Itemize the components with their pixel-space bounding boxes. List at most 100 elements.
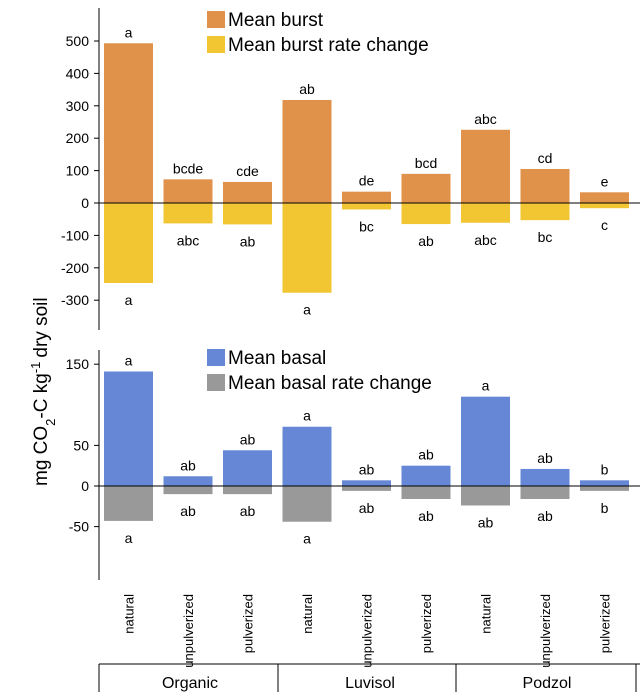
basal-bar-0-7: [520, 468, 570, 486]
basal-bar-1-2: [223, 486, 272, 495]
y-axis-label-sup: -1: [28, 362, 43, 374]
burst-y-tick-label-6: -100: [61, 227, 89, 243]
basal-y-tick-label-3: -50: [69, 519, 89, 535]
burst-bar-0-1: [163, 179, 213, 203]
basal-sig-label-0-2: ab: [240, 431, 256, 447]
basal-y-tick-label-1: 50: [73, 437, 89, 453]
burst-bar-1-2: [223, 203, 272, 225]
burst-bar-0-8: [580, 192, 629, 203]
burst-bar-0-2: [223, 181, 272, 203]
basal-sig-label-1-3: a: [303, 531, 311, 547]
basal-bar-0-2: [223, 450, 272, 486]
basal-sig-label-0-6: a: [482, 378, 490, 394]
burst-y-tick-label-1: 400: [66, 65, 90, 81]
basal-bar-1-6: [461, 486, 510, 506]
group-label-1: Luvisol: [345, 675, 395, 692]
burst-bar-1-8: [580, 203, 629, 209]
basal-bar-1-4: [342, 486, 391, 491]
basal-y-tick-label-2: 0: [81, 478, 89, 494]
basal-sig-label-0-4: ab: [359, 461, 375, 477]
category-label-2: pulverized: [241, 594, 256, 653]
burst-sig-label-1-4: bc: [359, 218, 374, 234]
burst-legend-label-1: Mean burst rate change: [228, 35, 429, 56]
burst-bar-0-4: [342, 191, 391, 203]
basal-legend-swatch-1: [207, 374, 225, 391]
burst-y-tick-label-0: 500: [66, 33, 90, 49]
basal-sig-label-1-4: ab: [359, 500, 375, 516]
category-label-1: unpulverized: [181, 594, 196, 668]
category-label-3: natural: [300, 594, 315, 634]
basal-bar-1-3: [282, 486, 332, 522]
basal-sig-label-1-1: ab: [180, 503, 196, 519]
y-axis-label-part-c: dry soil: [31, 297, 52, 357]
burst-y-tick-label-4: 100: [66, 163, 90, 179]
burst-sig-label-0-7: cd: [538, 150, 553, 166]
burst-y-tick-label-8: -300: [61, 292, 89, 308]
y-axis-label-part-b: -C kg: [31, 373, 52, 418]
category-label-8: pulverized: [598, 594, 613, 653]
basal-sig-label-0-8: b: [601, 461, 609, 477]
category-label-0: natural: [122, 594, 137, 634]
burst-bar-0-5: [401, 173, 451, 203]
basal-bar-1-8: [580, 486, 629, 491]
basal-sig-label-1-5: ab: [418, 508, 434, 524]
burst-bar-1-6: [461, 203, 510, 223]
burst-legend-swatch-1: [207, 36, 225, 53]
basal-sig-label-0-7: ab: [537, 450, 553, 466]
basal-sig-label-1-2: ab: [240, 503, 256, 519]
group-label-2: Podzol: [523, 675, 572, 692]
burst-sig-label-0-2: cde: [236, 163, 259, 179]
basal-sig-label-0-3: a: [303, 408, 311, 424]
basal-sig-label-1-0: a: [125, 530, 133, 546]
category-label-5: pulverized: [419, 594, 434, 653]
burst-sig-label-0-1: bcde: [173, 160, 204, 176]
basal-sig-label-1-7: ab: [537, 508, 553, 524]
basal-bar-0-8: [580, 480, 629, 486]
burst-bar-1-0: [104, 203, 153, 284]
burst-bar-1-5: [401, 203, 451, 225]
burst-bar-0-3: [282, 99, 332, 203]
basal-legend-label-0: Mean basal: [228, 348, 326, 369]
basal-bar-1-5: [401, 486, 451, 499]
burst-y-tick-label-5: 0: [81, 195, 89, 211]
burst-bar-0-7: [520, 168, 570, 203]
burst-sig-label-1-6: abc: [474, 232, 497, 248]
burst-y-tick-label-2: 300: [66, 98, 90, 114]
category-label-7: unpulverized: [538, 594, 553, 668]
basal-bar-0-6: [461, 396, 510, 486]
burst-sig-label-1-3: a: [303, 302, 311, 318]
burst-y-tick-label-3: 200: [66, 130, 90, 146]
burst-legend-label-0: Mean burst: [228, 10, 324, 31]
burst-sig-label-0-4: de: [359, 173, 375, 189]
burst-y-tick-label-7: -200: [61, 260, 89, 276]
y-axis-label-sub: 2: [43, 419, 58, 426]
basal-legend-swatch-0: [207, 349, 225, 366]
basal-sig-label-1-8: b: [601, 500, 609, 516]
basal-sig-label-0-1: ab: [180, 457, 196, 473]
burst-sig-label-0-3: ab: [299, 81, 315, 97]
basal-bar-1-0: [104, 486, 153, 521]
burst-sig-label-1-0: a: [125, 292, 133, 308]
category-label-6: natural: [479, 594, 494, 634]
basal-bar-0-5: [401, 465, 451, 486]
burst-sig-label-0-8: e: [601, 173, 609, 189]
burst-bar-1-1: [163, 203, 213, 224]
basal-bar-1-7: [520, 486, 570, 499]
basal-legend-label-1: Mean basal rate change: [228, 373, 432, 394]
burst-bar-0-0: [104, 43, 153, 203]
basal-bar-0-0: [104, 371, 153, 486]
basal-y-tick-label-0: 150: [66, 356, 90, 372]
burst-legend-swatch-0: [207, 11, 225, 28]
burst-sig-label-1-7: bc: [538, 229, 553, 245]
basal-sig-label-0-0: a: [125, 353, 133, 369]
burst-sig-label-0-5: bcd: [415, 155, 438, 171]
basal-bar-0-4: [342, 480, 391, 486]
burst-sig-label-1-2: ab: [240, 233, 256, 249]
basal-sig-label-1-6: ab: [478, 514, 494, 530]
y-axis-label: mg CO2-C kg-1 dry soil: [28, 297, 58, 486]
burst-sig-label-1-5: ab: [418, 233, 434, 249]
basal-bar-0-1: [163, 476, 213, 486]
basal-bar-1-1: [163, 486, 213, 495]
category-label-4: unpulverized: [360, 594, 375, 668]
